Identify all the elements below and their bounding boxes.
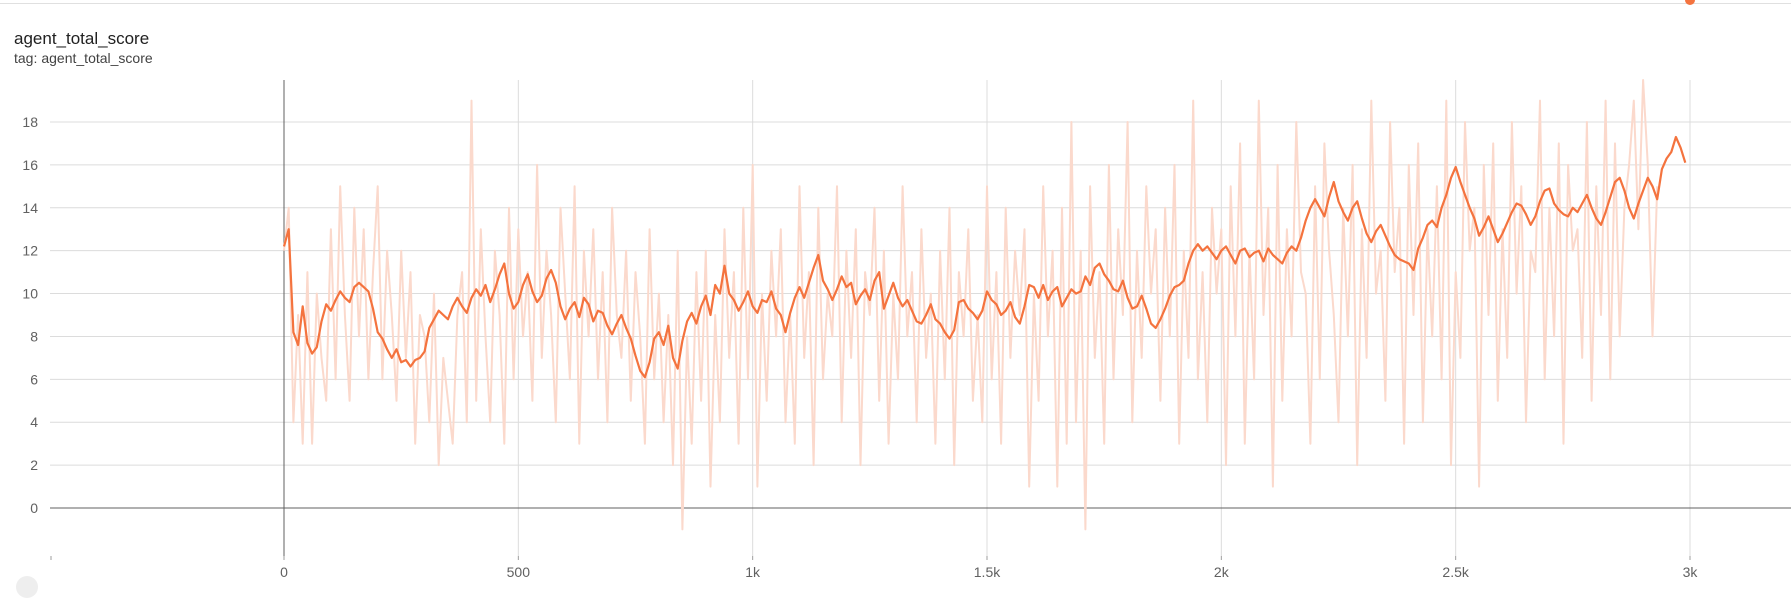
- x-tick-label: 1k: [745, 564, 761, 580]
- x-tick-label: 2k: [1214, 564, 1230, 580]
- last-point-marker: [1685, 0, 1695, 5]
- expand-button[interactable]: [16, 576, 38, 598]
- smoothed-series: [282, 0, 1695, 379]
- card-top-divider: [0, 3, 1791, 4]
- tag-prefix: tag:: [14, 50, 38, 66]
- y-tick-label: 0: [30, 500, 38, 516]
- chart-tag-line: tag: agent_total_score: [14, 50, 153, 66]
- tag-value: agent_total_score: [41, 50, 153, 66]
- y-tick-label: 16: [22, 157, 38, 173]
- y-tick-label: 4: [30, 414, 38, 430]
- smoothed-line: [282, 135, 1687, 379]
- y-tick-label: 12: [22, 243, 38, 259]
- x-tick-label: 500: [507, 564, 531, 580]
- raw-series: [283, 79, 1659, 531]
- axes: [50, 80, 1791, 560]
- x-tick-label: 3k: [1683, 564, 1699, 580]
- y-tick-labels: 0 2 4 6 8 10 12 14 16 18: [22, 114, 38, 516]
- x-tick-label: 2.5k: [1442, 564, 1469, 580]
- x-tick-label: 1.5k: [974, 564, 1001, 580]
- x-tick-label: 0: [280, 564, 288, 580]
- y-tick-label: 8: [30, 328, 38, 344]
- y-tick-label: 14: [22, 200, 38, 216]
- x-tick-labels: 0 500 1k 1.5k 2k 2.5k 3k: [280, 564, 1698, 580]
- y-tick-label: 6: [30, 371, 38, 387]
- y-tick-label: 18: [22, 114, 38, 130]
- y-tick-label: 10: [22, 286, 38, 302]
- raw-line: [283, 79, 1659, 531]
- chart-title: agent_total_score: [14, 29, 150, 48]
- y-tick-label: 2: [30, 457, 38, 473]
